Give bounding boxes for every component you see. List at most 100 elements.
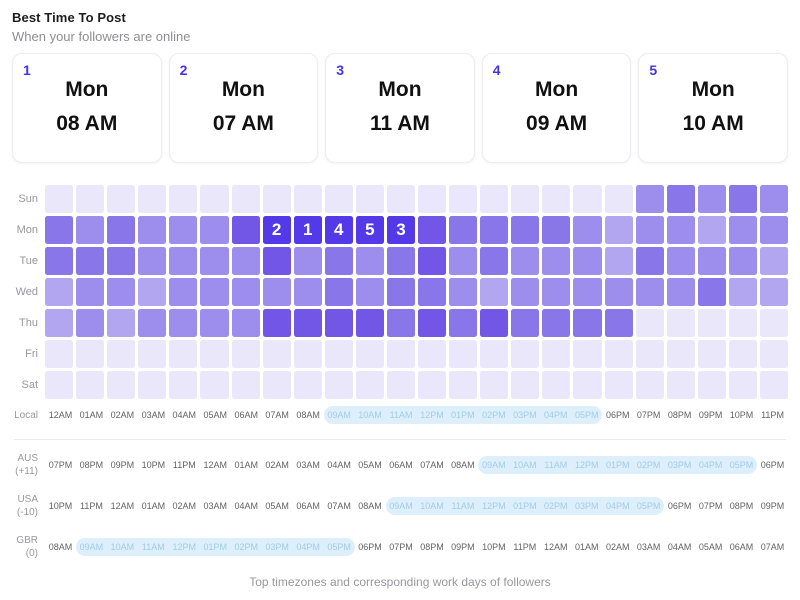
best-time-card-2[interactable]: 2 Mon 07 AM [168, 53, 319, 163]
heatmap-cell-mon-09pm [697, 216, 726, 244]
heatmap-cell-sat-04pm [542, 371, 571, 399]
heatmap-row-tue: Tue [12, 247, 788, 275]
card-rank-badge: 3 [336, 62, 344, 78]
heatmap-cell-fri-09pm [697, 340, 726, 368]
tz-aus-hour-08am: 08AM [451, 460, 475, 470]
heatmap-cell-fri-04am [169, 340, 198, 368]
tz-usa-work-hour-11am: 11AM [447, 497, 479, 515]
heatmap-cell-mon-02am [107, 216, 136, 244]
tz-aus-hour-05am: 05AM [358, 460, 382, 470]
heatmap-cell-sat-02am [107, 371, 136, 399]
heatmap-cell-tue-05am [200, 247, 229, 275]
heatmap-cell-fri-10pm [728, 340, 757, 368]
heatmap-cell-mon-01pm [449, 216, 478, 244]
heatmap-cell-fri-07am [262, 340, 291, 368]
best-time-card-5[interactable]: 5 Mon 10 AM [638, 53, 788, 163]
heatmap-cells-sat [45, 371, 788, 399]
tz-aus-hour-01am: 01AM [234, 460, 258, 470]
heatmap-cell-tue-08am [293, 247, 322, 275]
heatmap-cell-mon-01am [76, 216, 105, 244]
heatmap-cell-fri-03pm [511, 340, 540, 368]
card-rank-badge: 5 [649, 62, 658, 78]
heatmap-cell-sat-12pm [418, 371, 447, 399]
local-work-hour-03pm: 03PM [509, 406, 541, 424]
heatmap-rank-cell-4: 4 [324, 216, 353, 244]
tz-aus-hour-06pm: 06PM [760, 460, 785, 470]
heatmap-cell-thu-06am [231, 309, 260, 337]
section-divider [14, 439, 786, 440]
heatmap-cell-wed-02am [107, 278, 136, 306]
local-work-hour-11am: 11AM [385, 406, 417, 424]
heatmap-cell-mon-08pm [666, 216, 695, 244]
heatmap: Sun Mon 2 1 4 5 3 Tue Wed Thu Fri Sat [12, 185, 788, 399]
heatmap-cell-tue-02am [107, 247, 136, 275]
tz-usa-hour-10pm: 10PM [48, 501, 73, 511]
tz-gbr-hour-09pm: 09PM [451, 542, 475, 552]
local-hour-08pm: 08PM [667, 410, 692, 420]
tz-aus-work-hour-01pm: 01PM [602, 456, 634, 474]
card-day: Mon [65, 78, 109, 101]
card-day: Mon [535, 78, 579, 101]
tz-aus-hour-06am: 06AM [389, 460, 413, 470]
tz-usa-hour-06pm: 06PM [667, 501, 692, 511]
heatmap-cell-wed-11pm [759, 278, 788, 306]
heatmap-rank-cell-3: 3 [386, 216, 415, 244]
local-hour-01am: 01AM [79, 410, 104, 420]
tz-usa-work-hour-10am: 10AM [416, 497, 448, 515]
heatmap-cell-sun-01pm [449, 185, 478, 213]
best-time-card-1[interactable]: 1 Mon 08 AM [12, 53, 162, 163]
tz-gbr-work-hour-09am: 09AM [75, 538, 107, 556]
heatmap-cell-sun-05am [200, 185, 229, 213]
heatmap-cell-thu-12pm [418, 309, 447, 337]
local-hour-09pm: 09PM [698, 410, 723, 420]
heatmap-cell-mon-03am [138, 216, 167, 244]
heatmap-cell-thu-11am [386, 309, 415, 337]
heatmap-cell-sat-05pm [573, 371, 602, 399]
heatmap-cell-thu-05pm [573, 309, 602, 337]
tz-usa-work-hour-12pm: 12PM [478, 497, 510, 515]
tz-gbr-work-hour-02pm: 02PM [230, 538, 262, 556]
heatmap-cell-fri-12am [45, 340, 74, 368]
heatmap-cell-sun-01am [76, 185, 105, 213]
tz-gbr-hour-01am: 01AM [575, 542, 599, 552]
tz-aus-hour-07pm: 07PM [48, 460, 73, 470]
local-work-hour-12pm: 12PM [416, 406, 448, 424]
heatmap-cell-mon-02pm [480, 216, 509, 244]
heatmap-cell-thu-08am [293, 309, 322, 337]
tz-aus-work-hour-11am: 11AM [540, 456, 572, 474]
card-time: 10 AM [682, 112, 744, 135]
heatmap-cell-tue-01pm [449, 247, 478, 275]
card-day: Mon [691, 78, 735, 101]
best-time-card-4[interactable]: 4 Mon 09 AM [481, 53, 632, 163]
heatmap-cell-fri-08am [293, 340, 322, 368]
heatmap-cell-wed-07am [262, 278, 291, 306]
card-time: 08 AM [56, 112, 118, 135]
tz-usa-hour-06am: 06AM [296, 501, 320, 511]
heatmap-cell-mon-05am [200, 216, 229, 244]
local-hour-08am: 08AM [296, 410, 320, 420]
heatmap-cell-sat-09am [324, 371, 353, 399]
tz-aus-hour-07am: 07AM [420, 460, 444, 470]
heatmap-cell-fri-04pm [542, 340, 571, 368]
heatmap-cell-wed-12am [45, 278, 74, 306]
local-hour-07pm: 07PM [636, 410, 661, 420]
heatmap-cell-fri-08pm [666, 340, 695, 368]
local-hour-03am: 03AM [141, 410, 166, 420]
best-time-card-3[interactable]: 3 Mon 11 AM [325, 53, 475, 163]
heatmap-cell-fri-06am [231, 340, 260, 368]
tz-usa-work-hour-01pm: 01PM [509, 497, 541, 515]
heatmap-cell-tue-12am [45, 247, 74, 275]
panel-header: Best Time To Post When your followers ar… [12, 10, 788, 44]
tz-aus-work-hour-04pm: 04PM [695, 456, 727, 474]
day-label-sun: Sun [18, 193, 38, 205]
local-work-hour-10am: 10AM [354, 406, 386, 424]
heatmap-cell-sun-10pm [728, 185, 757, 213]
card-time: 09 AM [526, 112, 588, 135]
tz-aus-work-hour-10am: 10AM [509, 456, 541, 474]
tz-aus-hour-11pm: 11PM [172, 460, 196, 470]
best-times-cards: 1 Mon 08 AM 2 Mon 07 AM 3 Mon 11 AM 4 Mon 09 AM 5 Mon… [12, 53, 788, 163]
local-hour-06am: 06AM [234, 410, 258, 420]
heatmap-cell-thu-07pm [635, 309, 664, 337]
footer-caption: Top timezones and corresponding work day… [249, 575, 551, 589]
tz-aus-hour-labels: 07PM 08PM 09PM 10PM 11PM 12AM 01AM 02AM 03AM 04AM… [45, 456, 788, 474]
